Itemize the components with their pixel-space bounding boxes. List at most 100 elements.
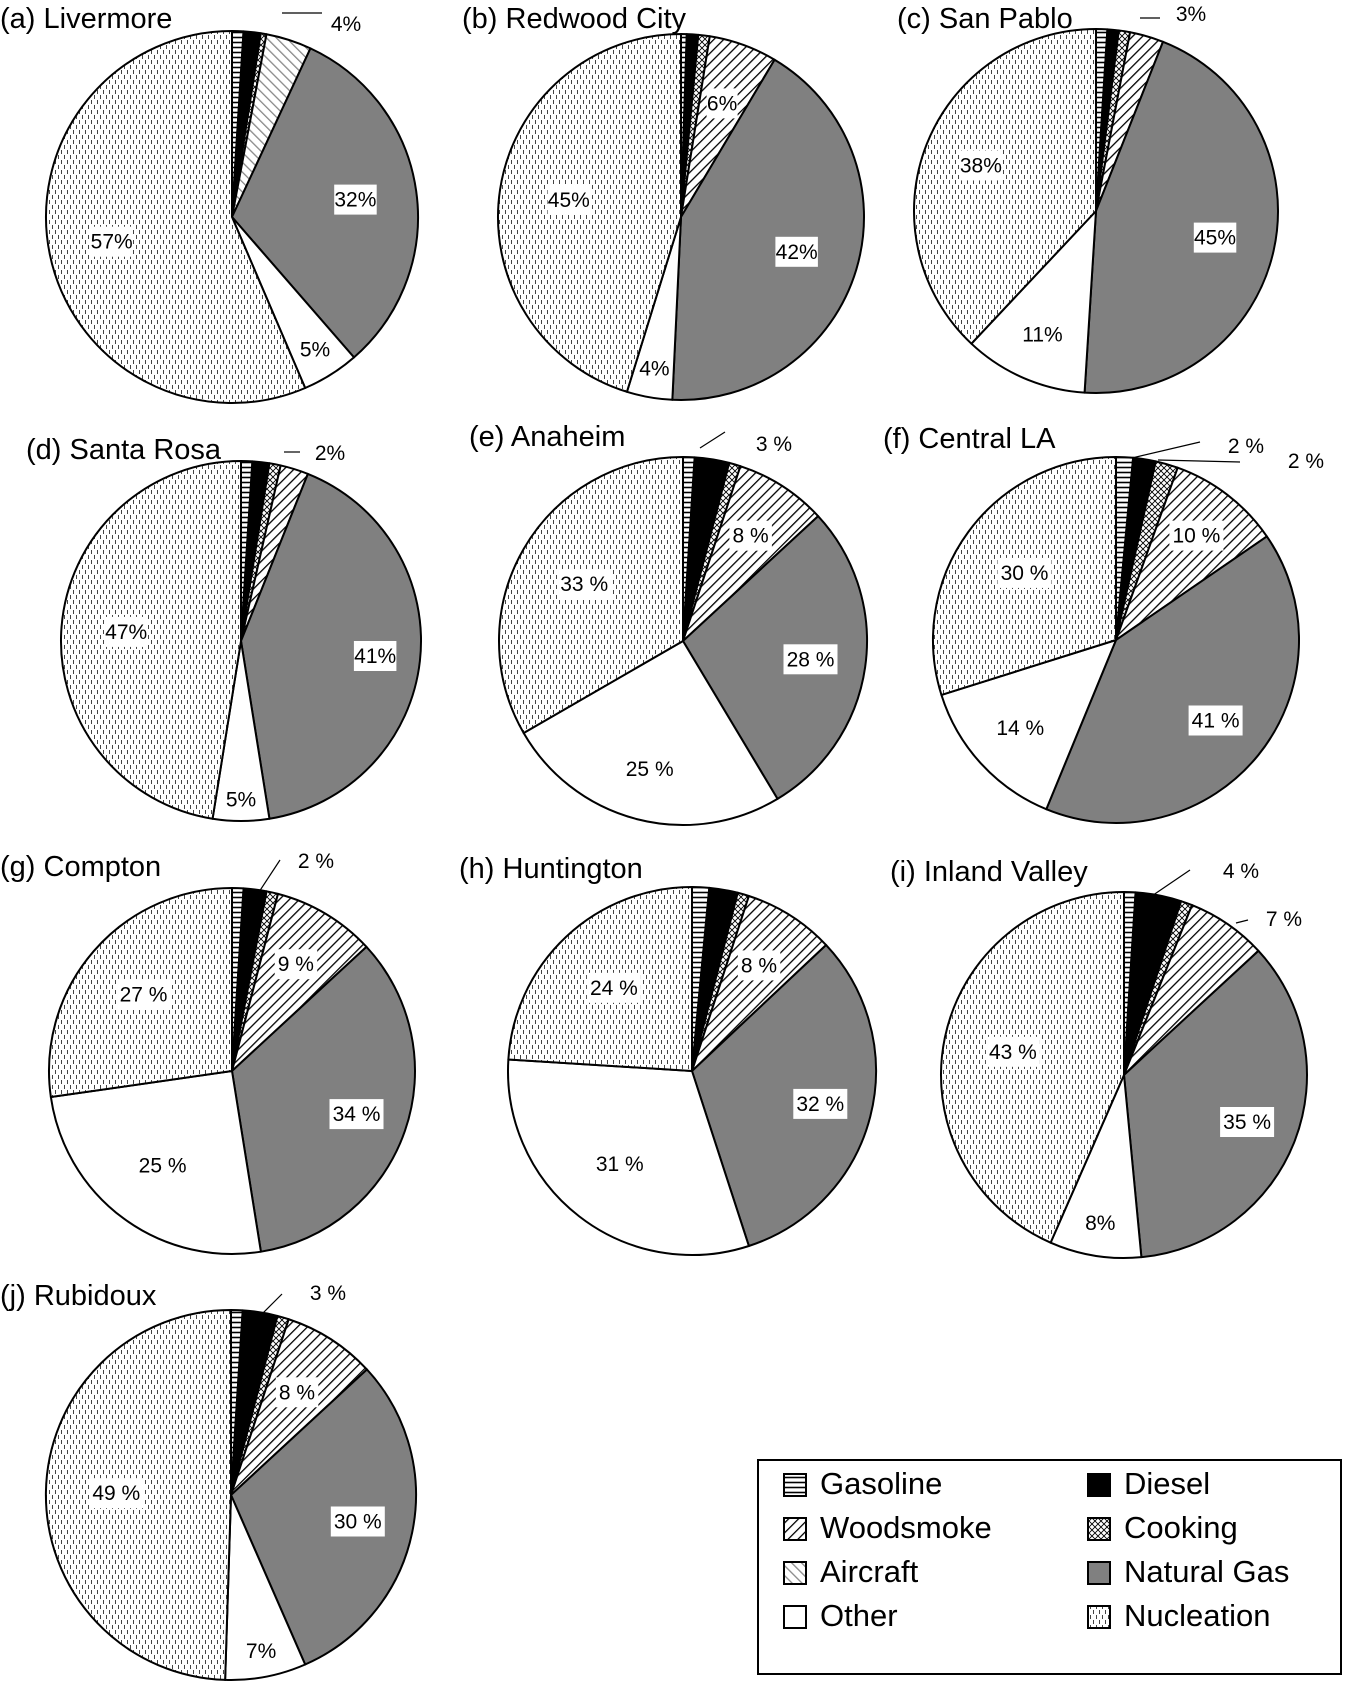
pie-8: (h) Huntington 8 % 32 % 31 % 24 % [459,853,877,1256]
slice-label-woodsmoke: 8 % [741,954,777,977]
slice-natural-gas [240,472,422,820]
slice-natural-gas [231,945,416,1253]
legend-swatch [783,1473,807,1497]
slice-label-natural-gas: 45% [1194,227,1236,250]
label-backdrop [729,520,772,551]
label-backdrop [737,950,781,981]
legend-label: Woodsmoke [820,1510,992,1545]
slice-label-woodsmoke: 8 % [279,1381,315,1404]
slice-label-natural-gas: 41% [354,645,396,668]
slice-natural-gas [231,47,419,359]
pie-4: (d) Santa Rosa 2% 41% 5% 47% [26,434,422,823]
label-backdrop [783,644,838,675]
slice-label-woodsmoke: 2% [315,442,345,465]
legend-item-natural-gas: Natural Gas [1087,1554,1289,1589]
label-backdrop [547,185,591,215]
legend-item-woodsmoke: Woodsmoke [783,1510,992,1545]
legend-swatch [783,1605,807,1629]
slice-other [1049,1074,1143,1259]
label-backdrop [116,979,171,1010]
legend-item-nucleation: Nucleation [1087,1598,1270,1633]
label-backdrop [1220,1107,1275,1137]
legend-label: Diesel [1124,1466,1210,1501]
legend: Gasoline Diesel Woodsmoke Cooking Aircraft Na… [757,1459,1342,1675]
slice-label-other: 5% [226,788,256,811]
slice-label-nucleation: 33 % [560,573,608,596]
slice-label-woodsmoke: 6% [707,92,737,115]
slice-nucleation [913,28,1097,345]
slice-label-other: 25 % [139,1154,187,1177]
legend-label: Gasoline [820,1466,942,1501]
pie-title: (h) Huntington [459,853,643,885]
label-leader-line [1157,459,1241,463]
label-backdrop [706,88,738,119]
pie-title: (e) Anaheim [469,421,625,453]
pie-title: (j) Rubidoux [0,1280,157,1312]
slice-woodsmoke [691,895,828,1072]
pies-layer: (a) Livermore 4% 32% 5% 57% (b) Redwood City 6… [0,3,1324,1681]
pie-title: (g) Compton [0,851,161,883]
label-backdrop [1193,222,1237,253]
label-backdrop [1188,705,1243,736]
slice-woodsmoke [682,465,820,642]
slice-other [522,640,779,826]
slice-label-natural-gas: 32 % [796,1093,844,1116]
slice-label-natural-gas: 35 % [1223,1111,1271,1134]
slice-natural-gas [1083,40,1279,394]
legend-swatch [1087,1473,1111,1497]
legend-label: Aircraft [820,1554,919,1589]
pie-2: (b) Redwood City 6% 42% 4% 45% [462,3,865,401]
legend-item-other: Other [783,1598,898,1633]
slice-other [506,1058,750,1256]
label-backdrop [775,236,818,267]
label-backdrop [334,184,377,215]
legend-swatch [783,1561,807,1585]
pie-9: (i) Inland Valley 4 % 7 % 35 % 8% 43 % [890,856,1308,1259]
slice-nucleation [939,891,1125,1244]
slice-label-woodsmoke: 8 % [733,525,769,548]
slice-label-woodsmoke: 9 % [278,953,314,976]
slice-label-natural-gas: 32% [334,189,376,212]
slice-label-other: 11% [1022,324,1062,347]
slice-other [970,210,1097,394]
pie-title: (a) Livermore [0,3,172,35]
slice-label-other: 8% [1085,1212,1115,1235]
slice-woodsmoke [1115,466,1268,641]
slice-label-nucleation: 27 % [120,983,168,1006]
slice-natural-gas [1045,535,1300,824]
legend-label: Other [820,1598,898,1633]
slice-label-diesel: 2 % [298,850,334,873]
slice-label-other: 7% [246,1640,276,1663]
legend-swatch [1087,1517,1111,1541]
legend-item-aircraft: Aircraft [783,1554,919,1589]
pie-7: (g) Compton 2 % 9 % 34 % 25 % 27 % [0,850,416,1255]
label-backdrop [793,1088,848,1119]
slice-label-diesel: 2 % [1228,435,1264,458]
slice-label-diesel: 4 % [1223,860,1259,883]
slice-nucleation [45,30,307,404]
label-backdrop [90,226,133,257]
pie-5: (e) Anaheim 3 % 8 % 28 % 25 % 33 % [469,421,868,826]
pie-title: (c) San Pablo [897,3,1073,35]
legend-label: Natural Gas [1124,1554,1289,1589]
legend-label: Nucleation [1124,1598,1270,1633]
label-backdrop [1169,520,1224,551]
pie-title: (f) Central LA [883,423,1056,455]
slice-label-diesel: 3 % [756,433,792,456]
legend-swatch [1087,1561,1111,1585]
label-backdrop [329,1099,384,1130]
slice-natural-gas [682,515,868,800]
label-backdrop [104,616,148,647]
slice-label-nucleation: 43 % [989,1041,1037,1064]
slice-label-nucleation: 38% [960,154,1002,177]
pie-title: (d) Santa Rosa [26,434,222,466]
slice-label-nucleation: 30 % [1001,562,1049,585]
slice-label-aircraft: 4% [331,13,361,36]
slice-woodsmoke [231,892,368,1072]
legend-swatch [1087,1605,1111,1629]
slice-label-diesel: 3 % [310,1282,346,1305]
slice-label-woodsmoke: 7 % [1266,908,1302,931]
slice-label-other: 25 % [626,758,674,781]
legend-swatch [783,1517,807,1541]
